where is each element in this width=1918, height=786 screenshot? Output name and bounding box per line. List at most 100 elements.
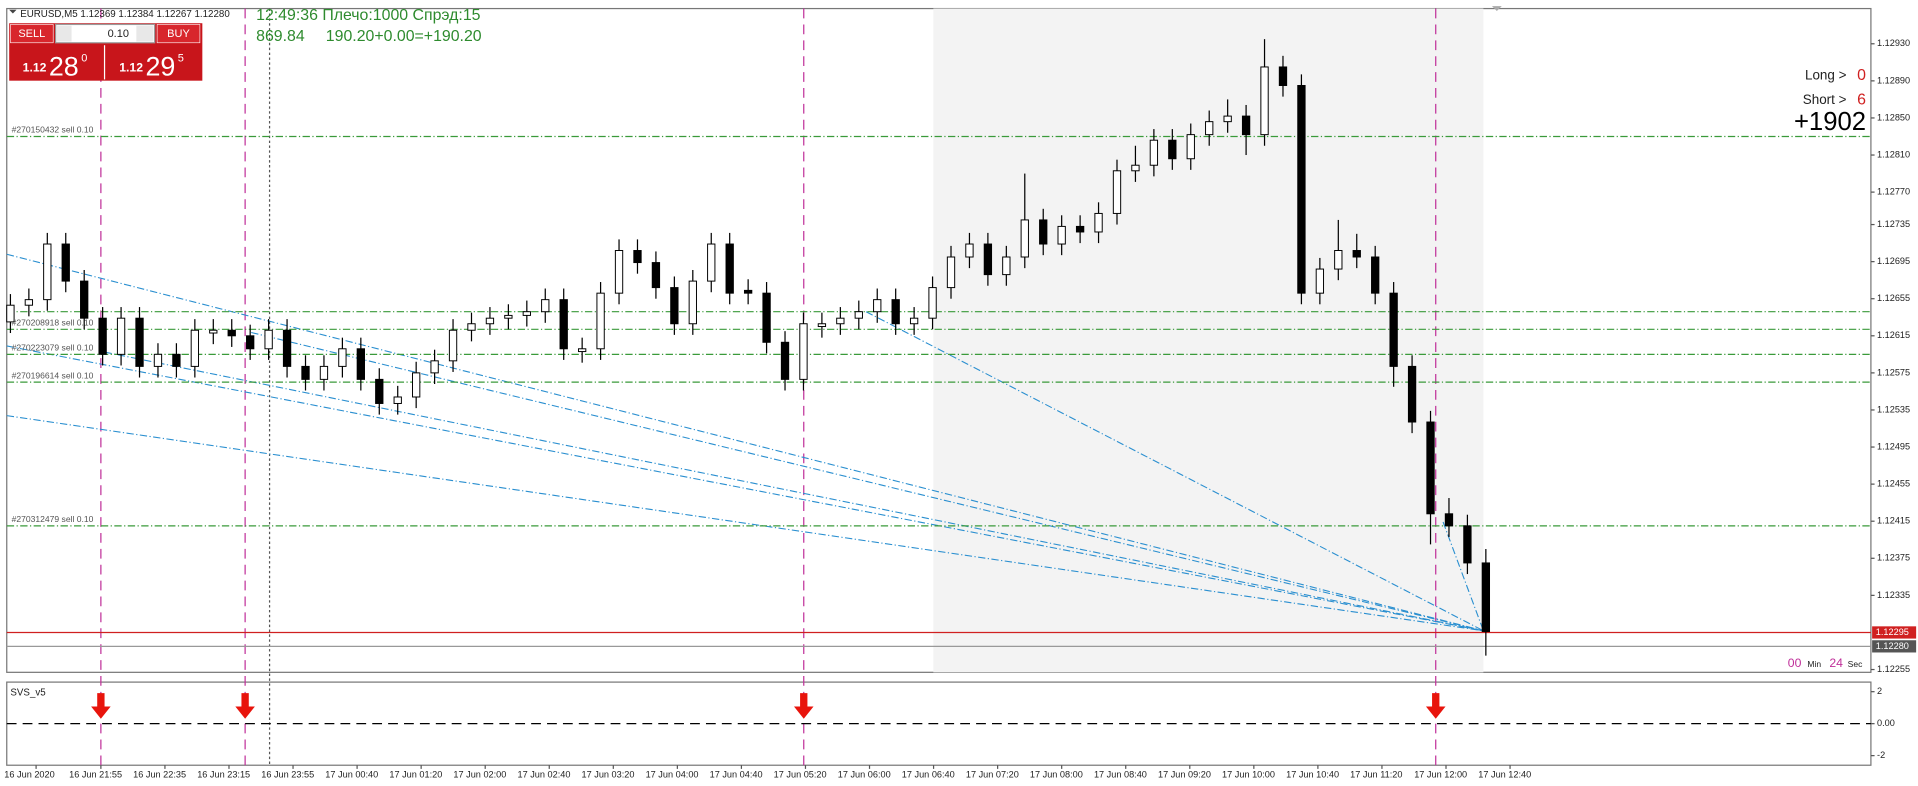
one-click-panel: SELL BUY 0.10 1.12 28 0 1.12 29 5 <box>9 23 203 82</box>
candle-body <box>1407 365 1417 423</box>
price-sup: 0 <box>81 53 87 65</box>
candle-body <box>780 341 790 380</box>
y-tick-label: 1.12535 <box>1877 404 1910 414</box>
candle-body <box>1205 121 1214 136</box>
trend-line <box>865 311 1484 632</box>
x-tick-label: 17 Jun 06:00 <box>838 769 891 779</box>
candle-body <box>375 378 384 404</box>
trend-line <box>6 253 1484 632</box>
sell-arrow <box>1425 693 1446 719</box>
lot-input[interactable] <box>55 23 156 44</box>
candle-body <box>319 365 329 380</box>
price-big: 28 <box>49 52 79 82</box>
x-tick-label: 17 Jun 10:00 <box>1222 769 1275 779</box>
candle-body <box>707 243 716 282</box>
trend-line <box>251 331 1484 632</box>
candle-body <box>1260 66 1269 136</box>
y-tick-label: 1.12375 <box>1877 553 1910 563</box>
x-tick-label: 17 Jun 04:40 <box>710 769 763 779</box>
x-tick-label: 17 Jun 01:20 <box>389 769 442 779</box>
candle-body <box>1463 525 1472 564</box>
y-tick-label: 1.12930 <box>1877 38 1910 48</box>
candle-body <box>301 365 310 380</box>
candle-body <box>983 243 993 276</box>
price-sup: 5 <box>178 53 184 65</box>
y-tick-label: 1.12810 <box>1877 149 1910 159</box>
y-tick-label: 1.12575 <box>1877 367 1910 377</box>
candle-body <box>61 243 70 282</box>
order-label: #270223079 sell 0.10 <box>12 342 94 352</box>
x-tick-label: 17 Jun 10:40 <box>1286 769 1339 779</box>
candle-body <box>909 317 919 325</box>
x-tick-label: 17 Jun 08:00 <box>1030 769 1083 779</box>
sell-button[interactable] <box>10 24 54 44</box>
candle-body <box>190 329 200 367</box>
candle-body <box>670 287 679 325</box>
candle-body <box>43 243 52 301</box>
indicator-name: SVS_v5 <box>10 688 46 699</box>
sell-price[interactable]: 1.12 28 0 <box>23 52 88 82</box>
candle-body <box>1075 225 1085 233</box>
candle-body <box>209 329 218 334</box>
candle-body <box>135 317 144 367</box>
candle-body <box>688 280 697 325</box>
price-prefix: 1.12 <box>119 61 143 75</box>
shift-marker <box>1491 6 1502 12</box>
total-profit: +1902 <box>1794 108 1866 136</box>
candle-body <box>504 314 513 319</box>
candle-body <box>356 348 365 380</box>
price-big: 29 <box>145 52 175 82</box>
candle-body <box>928 287 937 319</box>
long-value: 0 <box>1857 67 1866 84</box>
price-prefix: 1.12 <box>23 61 47 75</box>
candle-body <box>153 353 163 367</box>
buy-label[interactable]: BUY <box>167 28 190 40</box>
x-tick-label: 17 Jun 12:40 <box>1478 769 1531 779</box>
candle-body <box>614 250 624 294</box>
price-plot: #270150432 sell 0.10 #270208918 sell 0.10… <box>6 39 1871 656</box>
x-tick-label: 17 Jun 11:20 <box>1350 769 1402 779</box>
y-tick-label: 1.12850 <box>1877 112 1910 122</box>
candle-body <box>596 292 605 350</box>
bid-label: 1.12295 <box>1876 627 1909 637</box>
candle-body <box>1426 421 1435 515</box>
candle-body <box>1278 66 1288 86</box>
order-label: #270312479 sell 0.10 <box>12 514 94 524</box>
x-tick-label: 17 Jun 12:00 <box>1414 769 1467 779</box>
buy-button[interactable] <box>156 24 201 44</box>
x-tick-label: 17 Jun 05:20 <box>774 769 827 779</box>
collapse-icon <box>9 9 17 14</box>
candle-body <box>1371 256 1380 294</box>
trend-line <box>1442 521 1484 631</box>
y-tick-label: 1.12495 <box>1877 441 1910 451</box>
info-line: 12:49:36 Плечо:1000 Спрэд:15 <box>256 7 481 24</box>
candle-body <box>1389 292 1398 367</box>
ask-label-bg <box>1872 640 1917 653</box>
lot-value[interactable]: 0.10 <box>108 28 129 40</box>
trend-line <box>104 351 1484 632</box>
balance: 869.84 <box>256 28 305 45</box>
candle-body <box>946 256 956 289</box>
y-tick-label: 1.12890 <box>1877 75 1910 85</box>
candle-body <box>725 243 734 294</box>
candle-body <box>264 329 273 350</box>
sell-arrow <box>91 693 111 719</box>
lot-decrease[interactable] <box>56 25 72 42</box>
y-tick-label: 1.12735 <box>1877 219 1910 229</box>
symbol-info: EURUSD,M5 1.12369 1.12384 1.12267 1.1228… <box>20 9 230 20</box>
trend-line <box>6 345 1484 632</box>
candle-body <box>1112 170 1122 214</box>
indicator-tick-label: -2 <box>1877 750 1885 760</box>
selection-shade <box>933 8 1484 673</box>
buy-price[interactable]: 1.12 29 5 <box>119 52 184 82</box>
trend-line <box>6 415 1484 632</box>
lot-increase[interactable] <box>136 25 154 42</box>
sell-label[interactable]: SELL <box>18 28 45 40</box>
candle-body <box>1149 139 1159 166</box>
candle-body <box>854 311 863 319</box>
sell-arrow <box>235 693 255 719</box>
candle-body <box>817 323 827 328</box>
